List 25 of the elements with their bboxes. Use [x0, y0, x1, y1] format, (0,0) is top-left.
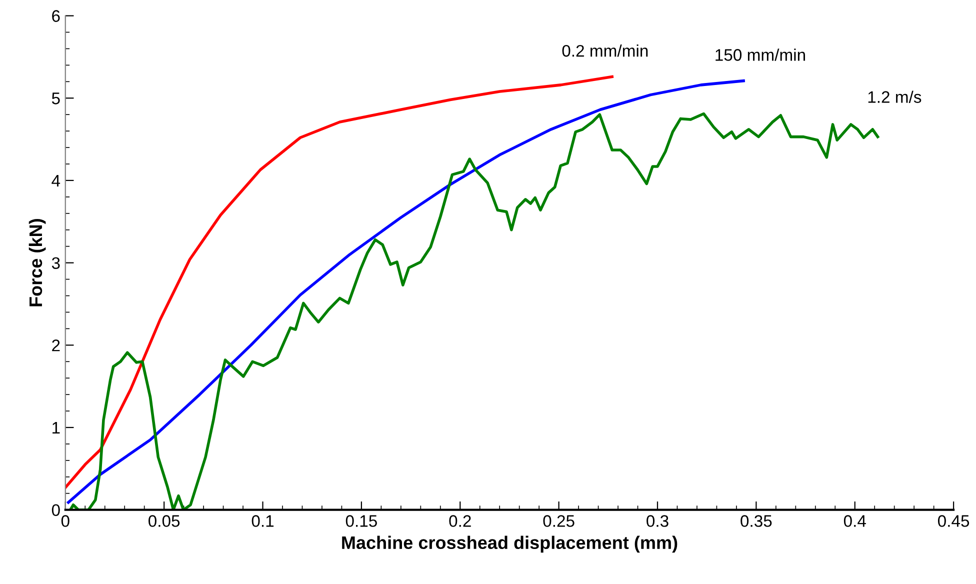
- y-tick-label: 1: [52, 422, 60, 434]
- x-axis-title: Machine crosshead displacement (mm): [342, 536, 678, 553]
- x-tick-label: 0.2: [449, 515, 471, 527]
- x-tick-label: 0.25: [543, 515, 574, 527]
- x-tick-label: 0.35: [740, 515, 772, 527]
- x-tick-label: 0.45: [938, 515, 970, 527]
- series-label: 1.2 m/s: [868, 90, 922, 103]
- x-tick-label: 0.4: [844, 515, 866, 527]
- line-series: [66, 79, 745, 504]
- x-tick-label: 0.05: [148, 515, 180, 527]
- line-series: [65, 75, 614, 489]
- y-tick-label: 6: [52, 10, 60, 22]
- y-tick-label: 0: [52, 504, 60, 516]
- y-tick-label: 4: [52, 175, 60, 186]
- x-tick-label: 0.3: [646, 515, 668, 527]
- y-tick-label: 3: [52, 257, 60, 270]
- series-label: 0.2 mm/min: [562, 44, 648, 57]
- x-tick-label: 0: [61, 515, 70, 527]
- series-label: 150 mm/min: [716, 48, 805, 61]
- y-tick-label: 2: [52, 340, 60, 352]
- y-axis-title: Force (kN): [28, 219, 46, 306]
- y-tick-label: 5: [52, 92, 60, 104]
- x-tick-label: 0.15: [346, 515, 377, 527]
- x-tick-label: 0.1: [252, 515, 274, 527]
- line-series: [68, 112, 880, 510]
